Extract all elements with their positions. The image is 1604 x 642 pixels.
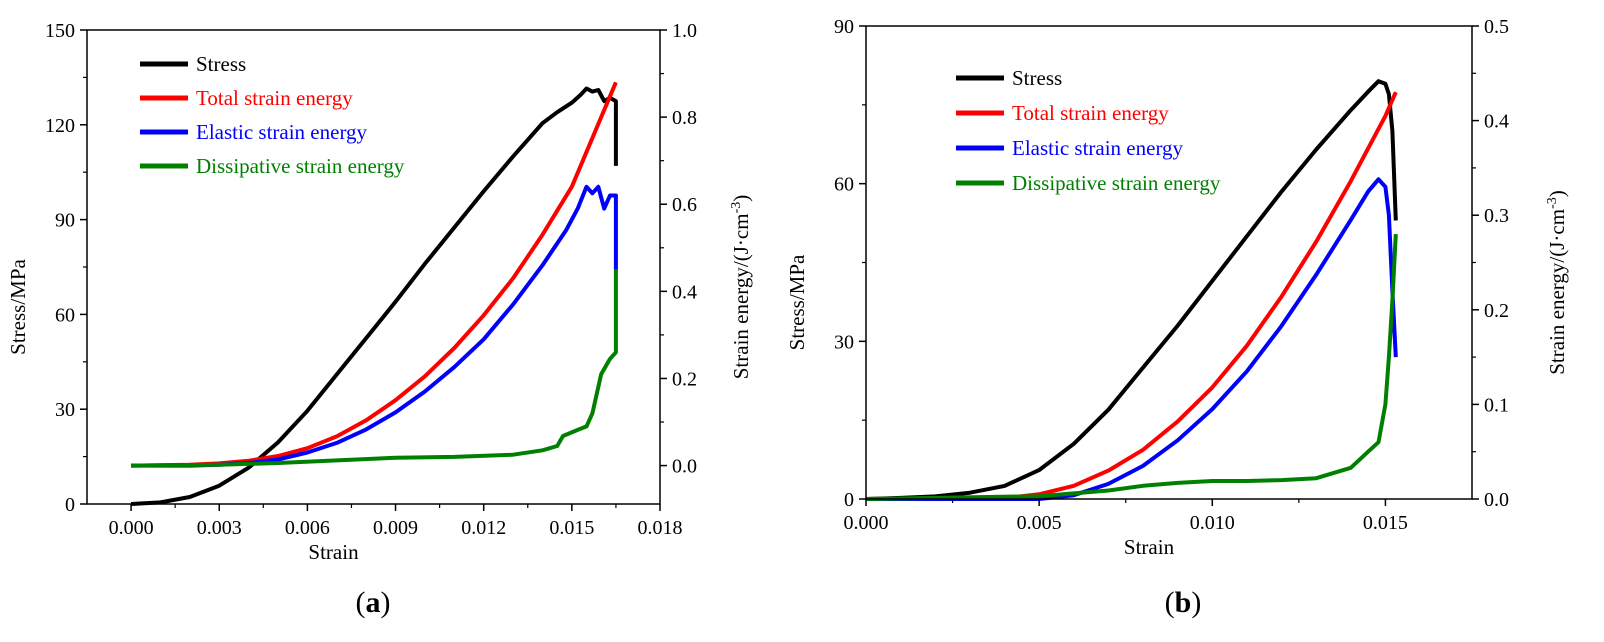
y-right-tick-label: 0.1 [1484, 394, 1509, 416]
legend-entry: Elastic strain energy [1012, 136, 1184, 160]
series-line-elastic-strain-energy [866, 177, 1398, 501]
x-axis-label: Strain [1124, 535, 1175, 559]
legend-entry: Total strain energy [1012, 101, 1169, 125]
panel-label: (a) [356, 586, 391, 619]
y-left-tick-label: 90 [834, 16, 854, 38]
x-tick-label: 0.015 [1363, 512, 1408, 534]
panel-label: (b) [1165, 586, 1202, 619]
x-tick-label: 0.018 [638, 517, 683, 539]
x-tick-label: 0.000 [844, 512, 889, 534]
y-right-tick-label: 0.0 [1484, 489, 1509, 511]
series-line-elastic-strain-energy [131, 184, 618, 468]
x-tick-label: 0.010 [1190, 512, 1235, 534]
series-line-dissipative-strain-energy [131, 269, 618, 468]
y-left-tick-label: 90 [55, 210, 75, 232]
y-right-tick-label: 0.2 [1484, 300, 1509, 322]
y-left-tick-label: 60 [55, 304, 75, 326]
y-right-tick-label: 0.6 [672, 194, 697, 216]
series-line-total-strain-energy [865, 91, 1398, 501]
y-left-tick-label: 30 [834, 331, 854, 353]
legend-entry: Stress [196, 52, 246, 76]
y-right-axis-label: Strain energy/(J·cm-3) [1545, 190, 1569, 375]
y-right-axis-label: Strain energy/(J·cm-3) [729, 195, 753, 380]
chart-panel-a: 0.000 0.003 0.006 0.009 0.012 0.015 0.018 0 30 60… [6, 20, 753, 619]
y-right-tick-label: 0.8 [672, 107, 697, 129]
legend-entry: Dissipative strain energy [196, 154, 405, 178]
y-left-tick-label: 120 [45, 115, 75, 137]
y-right-tick-label: 0.5 [1484, 16, 1509, 38]
x-tick-label: 0.000 [109, 517, 154, 539]
y-left-tick-label: 0 [844, 489, 854, 511]
legend-entry: Stress [1012, 66, 1062, 90]
x-tick-label: 0.006 [285, 517, 330, 539]
y-right-tick-label: 0.3 [1484, 205, 1509, 227]
chart-panel-b: 0.000 0.005 0.010 0.015 0 30 60 90 0.0 0.1 0.2 0.3 0… [785, 16, 1569, 619]
y-left-tick-label: 150 [45, 20, 75, 42]
y-left-axis-label: Stress/MPa [785, 254, 809, 350]
series-line-stress [130, 86, 618, 506]
y-left-tick-label: 60 [834, 174, 854, 196]
y-left-tick-label: 30 [55, 399, 75, 421]
y-left-axis-label: Stress/MPa [6, 258, 30, 354]
series-line-stress [865, 79, 1398, 501]
x-tick-label: 0.005 [1017, 512, 1062, 534]
legend-entry: Dissipative strain energy [1012, 171, 1221, 195]
legend-entry: Elastic strain energy [196, 120, 368, 144]
series-line-dissipative-strain-energy [865, 233, 1398, 501]
y-right-tick-label: 1.0 [672, 20, 697, 42]
legend-entry: Total strain energy [196, 86, 353, 110]
x-axis-label: Strain [308, 540, 359, 564]
y-right-tick-label: 0.2 [672, 368, 697, 390]
x-tick-label: 0.015 [549, 517, 594, 539]
y-right-tick-label: 0.4 [672, 281, 697, 303]
x-tick-label: 0.009 [373, 517, 418, 539]
y-right-tick-label: 0.0 [672, 456, 697, 478]
x-tick-label: 0.012 [461, 517, 506, 539]
x-tick-label: 0.003 [197, 517, 242, 539]
y-left-tick-label: 0 [65, 494, 75, 516]
y-right-tick-label: 0.4 [1484, 111, 1509, 133]
